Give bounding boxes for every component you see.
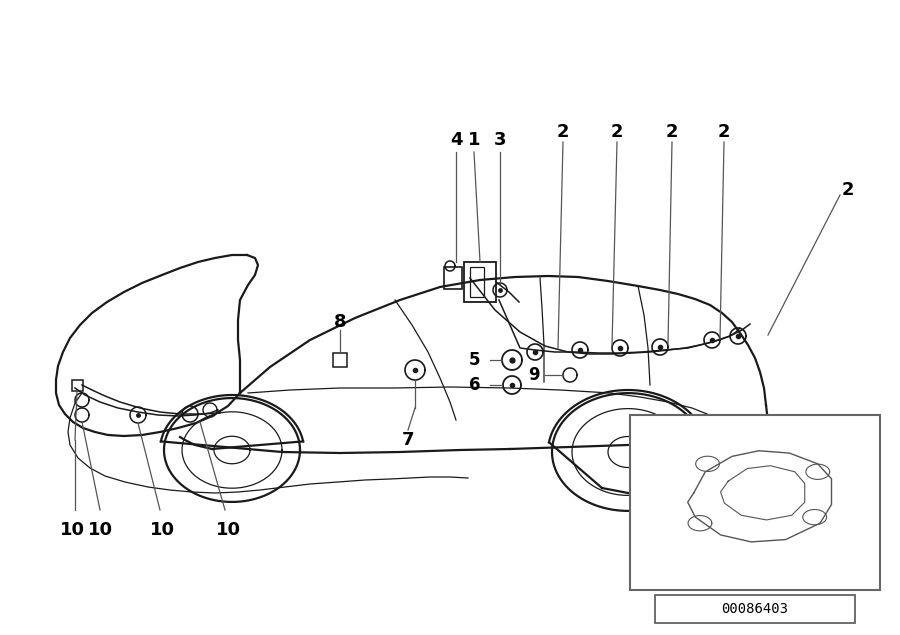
Bar bbox=[444, 267, 462, 289]
Text: 9: 9 bbox=[528, 366, 540, 384]
Bar bbox=[630, 415, 880, 590]
Text: 10: 10 bbox=[149, 521, 175, 539]
Text: 6: 6 bbox=[469, 376, 480, 394]
Bar bbox=[464, 262, 496, 302]
Bar bbox=[655, 595, 855, 623]
Text: 2: 2 bbox=[842, 181, 854, 199]
Text: 5: 5 bbox=[469, 351, 480, 369]
Bar bbox=[333, 353, 347, 367]
Text: 7: 7 bbox=[401, 431, 414, 449]
Text: 4: 4 bbox=[450, 131, 463, 149]
Text: 00086403: 00086403 bbox=[722, 602, 788, 616]
Text: 10: 10 bbox=[215, 521, 240, 539]
Text: 10: 10 bbox=[59, 521, 85, 539]
Text: 2: 2 bbox=[611, 123, 623, 141]
Text: 3: 3 bbox=[494, 131, 506, 149]
Text: 1: 1 bbox=[468, 131, 481, 149]
Text: 2: 2 bbox=[718, 123, 730, 141]
Bar bbox=[72, 380, 83, 391]
Text: 2: 2 bbox=[666, 123, 679, 141]
Text: 2: 2 bbox=[557, 123, 569, 141]
Text: 8: 8 bbox=[334, 313, 346, 331]
Text: 10: 10 bbox=[87, 521, 112, 539]
Bar bbox=[470, 267, 484, 297]
